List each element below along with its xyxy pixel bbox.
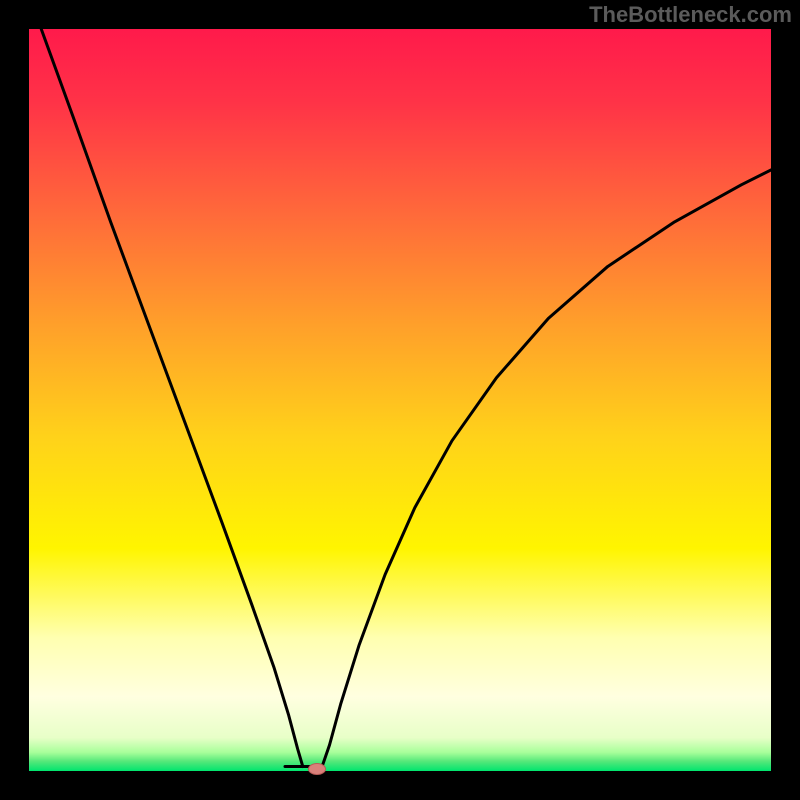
optimum-marker xyxy=(308,763,326,775)
plot-area xyxy=(29,29,771,771)
chart-container: TheBottleneck.com xyxy=(0,0,800,800)
watermark-text: TheBottleneck.com xyxy=(589,2,792,28)
bottleneck-curve xyxy=(29,29,771,771)
